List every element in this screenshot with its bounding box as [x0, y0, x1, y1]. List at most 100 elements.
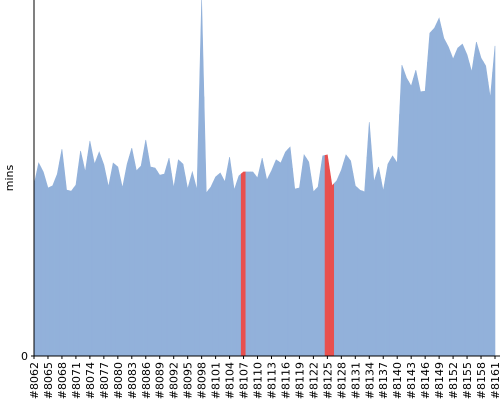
area-segment: [101, 158, 107, 357]
x-tick-label: #8155: [461, 362, 474, 399]
x-tick-label: #8137: [377, 362, 390, 399]
area-segment: [115, 164, 121, 357]
area-segment: [464, 49, 470, 357]
x-tick-label: #8086: [140, 362, 153, 399]
area-segment: [91, 152, 98, 357]
area-segment: [203, 96, 209, 357]
area-segment: [110, 162, 116, 357]
area-segment: [199, 0, 205, 357]
area-segment: [371, 151, 377, 357]
area-segment: [147, 153, 154, 357]
area-segment: [329, 170, 335, 357]
x-tick-label: #8080: [112, 362, 125, 399]
area-segment: [63, 169, 70, 357]
area-segment: [236, 173, 242, 357]
area-segment: [310, 176, 317, 357]
area-segment: [133, 159, 140, 357]
area-segment: [338, 162, 344, 357]
area-segment: [343, 154, 349, 357]
area-segment: [483, 60, 489, 357]
area-segment: [180, 161, 186, 357]
x-tick-label: #8098: [196, 362, 209, 399]
area-segment: [282, 148, 289, 357]
area-segment: [54, 161, 60, 357]
x-tick-label: #8071: [70, 362, 83, 399]
y-tick-label: 0: [21, 350, 28, 363]
area-segment: [185, 176, 191, 357]
area-segment: [240, 171, 247, 357]
x-tick-label: #8113: [265, 362, 278, 399]
area-segment: [301, 154, 307, 357]
area-segment: [394, 114, 400, 357]
area-segment: [487, 71, 493, 357]
area-segment: [45, 179, 51, 357]
area-segment: [292, 167, 298, 357]
x-tick-label: #8134: [363, 362, 376, 399]
area-segment: [278, 157, 284, 357]
area-segment: [129, 148, 135, 357]
area-segment: [40, 167, 46, 357]
area-segment: [259, 157, 265, 357]
area-segment: [445, 42, 452, 357]
area-segment: [49, 179, 56, 357]
x-tick-label: #8101: [210, 362, 223, 399]
area-segment: [189, 170, 195, 357]
area-segment: [226, 156, 233, 357]
x-tick-label: #8119: [293, 362, 306, 399]
area-segment: [455, 45, 461, 357]
area-segment: [320, 155, 326, 357]
area-segment: [324, 154, 330, 357]
area-segment: [96, 151, 102, 357]
x-tick-label: #8089: [154, 362, 167, 399]
area-segment: [59, 149, 65, 357]
area-segment: [171, 172, 177, 357]
area-segment: [306, 157, 312, 357]
x-tick-label: #8143: [405, 362, 418, 399]
area-segment: [124, 156, 130, 357]
area-segment: [143, 139, 149, 357]
area-segment: [250, 171, 256, 357]
area-segment: [431, 23, 438, 357]
area-segment: [413, 70, 419, 357]
area-segment: [348, 157, 354, 357]
area-segment: [422, 62, 428, 357]
x-tick-label: #8062: [28, 362, 41, 399]
area-segment: [77, 150, 84, 357]
x-tick-label: #8161: [489, 362, 500, 399]
x-tick-label: #8107: [238, 362, 251, 399]
area-segment: [417, 80, 424, 357]
area-segment: [334, 175, 340, 357]
x-tick-label: #8065: [42, 362, 55, 399]
area-segment: [268, 165, 275, 357]
area-segment: [105, 174, 112, 357]
x-tick-label: #8095: [182, 362, 195, 399]
x-tick-label: #8140: [391, 362, 404, 399]
area-segment: [161, 165, 168, 357]
area-segment: [296, 171, 303, 357]
y-axis-label: mins: [3, 164, 16, 191]
area-segment: [403, 71, 410, 357]
x-tick-label: #8077: [98, 362, 111, 399]
area-segment: [399, 65, 405, 357]
x-tick-label: #8116: [279, 362, 292, 399]
area-segment: [441, 28, 447, 357]
area-segment: [87, 140, 93, 357]
area-segment: [68, 187, 74, 357]
area-segment: [166, 157, 172, 357]
area-segment: [222, 169, 228, 357]
area-segment: [73, 167, 79, 357]
area-segment: [478, 49, 484, 357]
area-segment: [287, 146, 293, 357]
area-segment: [217, 172, 223, 357]
area-segment: [273, 159, 279, 357]
area-segment: [492, 45, 496, 357]
x-tick-label: #8158: [475, 362, 488, 399]
area-segment: [375, 166, 382, 357]
area-segment: [245, 171, 251, 357]
area-segment: [231, 173, 237, 357]
area-segment: [175, 159, 181, 357]
x-tick-label: #8149: [433, 362, 446, 399]
area-segment: [357, 187, 363, 357]
x-tick-label: #8068: [56, 362, 69, 399]
area-segment: [473, 41, 480, 357]
